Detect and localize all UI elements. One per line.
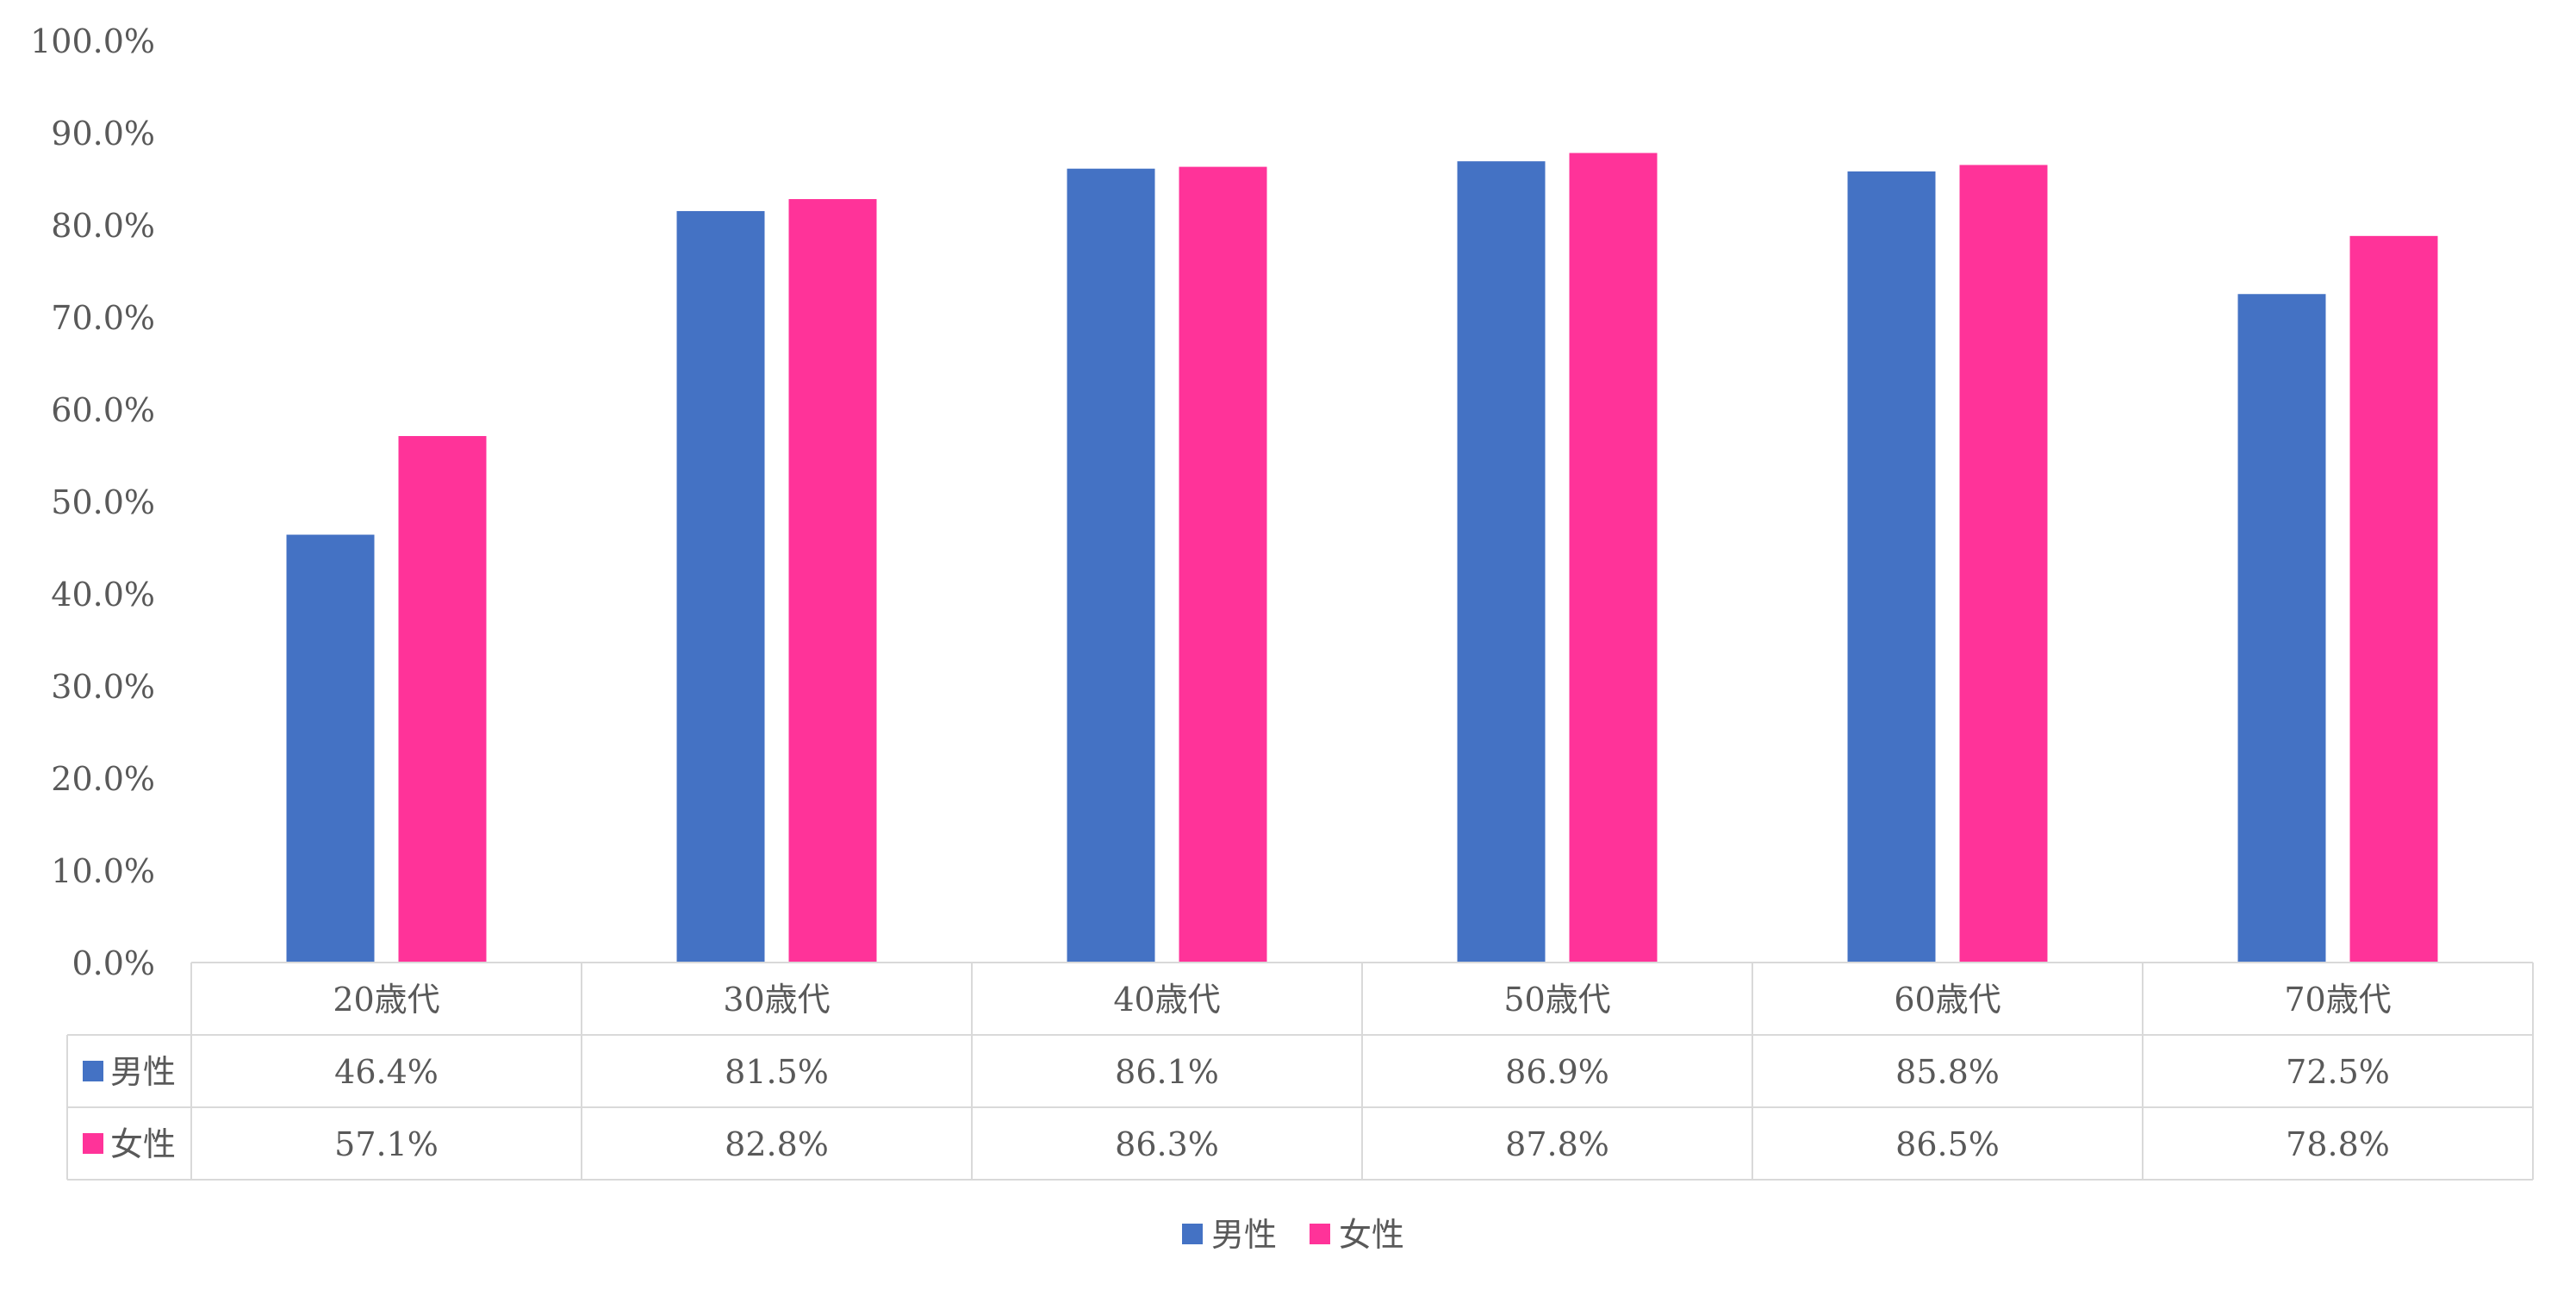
y-tick-label: 60.0% xyxy=(51,391,155,429)
table-series-name: 男性 xyxy=(110,1053,176,1091)
data-label: 78.8% xyxy=(2286,1125,2390,1163)
bar-female xyxy=(398,436,487,963)
x-tick-label: 20歳代 xyxy=(333,981,439,1019)
table-legend-key xyxy=(83,1133,103,1154)
bars xyxy=(286,153,2438,963)
data-label: 86.3% xyxy=(1115,1125,1219,1163)
legend-swatch xyxy=(1310,1224,1330,1244)
data-label: 85.8% xyxy=(1895,1053,2000,1091)
data-label: 46.4% xyxy=(334,1053,439,1091)
y-tick-label: 40.0% xyxy=(51,576,155,614)
data-label: 86.9% xyxy=(1505,1053,1609,1091)
data-label: 72.5% xyxy=(2286,1053,2390,1091)
y-tick-label: 100.0% xyxy=(30,22,155,60)
y-tick-label: 20.0% xyxy=(51,760,155,798)
legend-swatch xyxy=(1182,1224,1203,1244)
bar-female xyxy=(1959,165,2048,963)
legend-label: 男性 xyxy=(1211,1216,1277,1254)
y-tick-label: 0.0% xyxy=(72,944,155,982)
bar-male xyxy=(1067,168,1155,963)
data-label: 87.8% xyxy=(1505,1125,1609,1163)
bar-female xyxy=(2349,235,2438,963)
bar-male xyxy=(1847,171,1936,963)
y-tick-label: 30.0% xyxy=(51,668,155,706)
data-label: 86.1% xyxy=(1115,1053,1219,1091)
y-axis: 0.0% 10.0% 20.0% 30.0% 40.0% 50.0% 60.0% 70.0% 8… xyxy=(30,22,155,982)
bar-male xyxy=(676,210,765,963)
x-tick-label: 50歳代 xyxy=(1503,981,1610,1019)
data-label: 86.5% xyxy=(1895,1125,2000,1163)
table-series-name: 女性 xyxy=(110,1125,176,1163)
bar-female xyxy=(1569,153,1658,963)
bar-male xyxy=(286,534,375,963)
legend-label: 女性 xyxy=(1339,1216,1404,1254)
bar-female xyxy=(1179,166,1267,963)
x-tick-label: 30歳代 xyxy=(723,981,830,1019)
y-tick-label: 50.0% xyxy=(51,483,155,521)
data-label: 57.1% xyxy=(334,1125,439,1163)
legend: 男性 女性 xyxy=(1182,1216,1404,1254)
x-tick-label: 40歳代 xyxy=(1113,981,1220,1019)
bar-male xyxy=(2237,294,2326,963)
y-tick-label: 80.0% xyxy=(51,207,155,245)
table-legend-key xyxy=(83,1061,103,1081)
y-tick-label: 90.0% xyxy=(51,115,155,153)
x-tick-label: 60歳代 xyxy=(1894,981,2000,1019)
data-label: 82.8% xyxy=(725,1125,829,1163)
y-tick-label: 70.0% xyxy=(51,299,155,337)
bar-female xyxy=(788,199,877,963)
y-tick-label: 10.0% xyxy=(51,852,155,890)
x-tick-label: 70歳代 xyxy=(2284,981,2391,1019)
data-label: 81.5% xyxy=(725,1053,829,1091)
bar-male xyxy=(1457,161,1546,963)
